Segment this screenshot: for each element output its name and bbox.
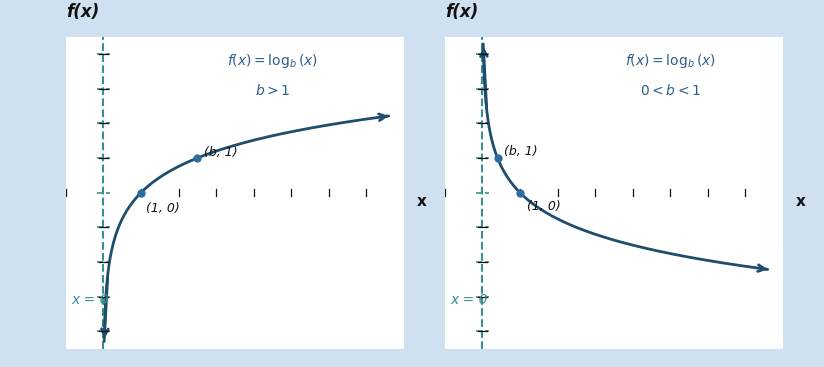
Text: $b > 1$: $b > 1$ xyxy=(255,83,290,98)
Text: (b, 1): (b, 1) xyxy=(204,146,237,159)
Text: f(x): f(x) xyxy=(445,3,479,21)
Text: x: x xyxy=(417,194,427,209)
Text: $0 < b < 1$: $0 < b < 1$ xyxy=(639,83,701,98)
Text: $f(x) = \log_b(x)$: $f(x) = \log_b(x)$ xyxy=(227,52,318,70)
Text: (1, 0): (1, 0) xyxy=(146,202,180,215)
Text: (b, 1): (b, 1) xyxy=(504,145,538,157)
Text: $f(x) = \log_b(x)$: $f(x) = \log_b(x)$ xyxy=(625,52,715,70)
Text: (1, 0): (1, 0) xyxy=(527,200,560,213)
Text: x = 0: x = 0 xyxy=(72,292,109,306)
Text: x: x xyxy=(796,194,806,209)
Text: x = 0: x = 0 xyxy=(451,292,488,306)
Text: f(x): f(x) xyxy=(66,3,100,21)
